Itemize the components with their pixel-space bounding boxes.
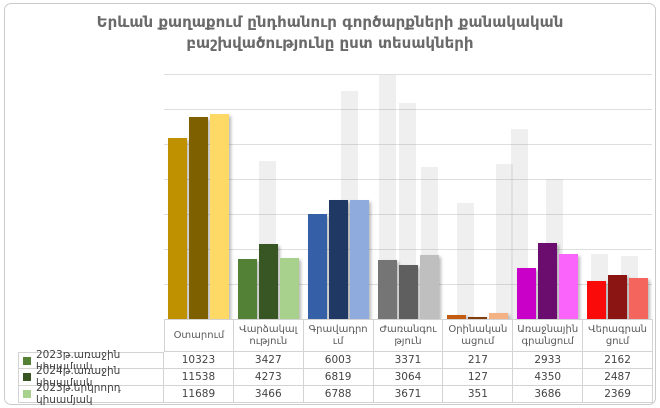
bar-cat4-series2[interactable]: [398, 265, 418, 319]
value-cell-r2-c1: 11538: [164, 369, 234, 386]
value-cell-r1-c1: 10323: [164, 352, 234, 369]
column-header-7: Վերագրանցում: [583, 319, 653, 352]
column-header-2: Վարձակալություն: [233, 319, 304, 352]
bar-cat4-series1[interactable]: [377, 260, 397, 319]
legend-row-2[interactable]: 2024թ.առաջին կիսամյակ: [18, 365, 164, 389]
bar-cat2-series2[interactable]: [259, 244, 279, 319]
column-header-1: Օտարում: [164, 319, 234, 352]
chart-figure: Երևան քաղաքում ընդհանուր գործարքների քան…: [4, 3, 656, 406]
bar-cat3-series2[interactable]: [328, 200, 348, 319]
watermark-bar-3: [379, 75, 396, 319]
column-header-6: Առաջնային գրանցում: [513, 319, 584, 352]
legend-row-3[interactable]: 2023թ.երկրորդ կիսամյակ: [18, 382, 164, 406]
value-cell-r1-c5: 217: [443, 352, 514, 369]
value-cell-r2-c7: 2487: [583, 369, 653, 386]
bar-group-7: [582, 74, 652, 319]
column-header-4: Ժառանգություն: [373, 319, 444, 352]
bar-cat7-series2[interactable]: [607, 275, 627, 319]
bar-cat4-series3[interactable]: [419, 255, 439, 319]
legend-row-1[interactable]: 2023թ.առաջին կիսամյակ: [18, 349, 164, 373]
bar-cat6-series1[interactable]: [516, 268, 536, 319]
bar-cat2-series1[interactable]: [238, 259, 258, 319]
bar-cat5-series2[interactable]: [468, 317, 488, 319]
value-cell-r1-c7: 2162: [583, 352, 653, 369]
bar-cat6-series3[interactable]: [558, 254, 578, 319]
bar-group-1: [164, 74, 234, 319]
value-cell-r3-c5: 351: [443, 386, 514, 403]
bar-group-4: [373, 74, 443, 319]
value-cell-r2-c3: 6819: [303, 369, 374, 386]
value-cell-r1-c4: 3371: [373, 352, 444, 369]
column-header-3: Գրավադրում: [303, 319, 374, 352]
series-swatch-icon: [23, 390, 31, 398]
value-cell-r3-c2: 3466: [233, 386, 304, 403]
series-swatch-icon: [23, 356, 31, 365]
value-cell-r1-c3: 6003: [303, 352, 374, 369]
plot-area: [164, 74, 652, 320]
bar-group-6: [513, 74, 583, 319]
bar-groups: [164, 74, 652, 319]
chart-title: Երևան քաղաքում ընդհանուր գործարքների քան…: [5, 12, 655, 54]
bar-cat5-series3[interactable]: [489, 313, 509, 319]
bar-cat7-series1[interactable]: [586, 281, 606, 319]
bar-group-2: [234, 74, 304, 319]
column-header-5: Օրինականացում: [443, 319, 514, 352]
value-cell-r3-c1: 11689: [164, 386, 234, 403]
bar-cat6-series2[interactable]: [537, 243, 557, 319]
bar-cat5-series1[interactable]: [447, 315, 467, 319]
table-corner: [18, 319, 164, 352]
bar-cat1-series2[interactable]: [189, 117, 209, 319]
value-cell-r1-c6: 2933: [513, 352, 584, 369]
bar-cat3-series1[interactable]: [307, 214, 327, 319]
bar-cat1-series3[interactable]: [210, 114, 230, 319]
bar-group-3: [303, 74, 373, 319]
value-cell-r2-c5: 127: [443, 369, 514, 386]
value-cell-r3-c3: 6788: [303, 386, 374, 403]
value-cell-r2-c6: 4350: [513, 369, 584, 386]
bar-cat2-series3[interactable]: [280, 258, 300, 319]
value-cell-r2-c2: 4273: [233, 369, 304, 386]
bar-group-5: [443, 74, 513, 319]
series-swatch-icon: [23, 373, 31, 381]
value-cell-r3-c4: 3671: [373, 386, 444, 403]
bar-cat7-series3[interactable]: [628, 278, 648, 319]
bar-cat3-series3[interactable]: [349, 200, 369, 319]
bar-cat1-series1[interactable]: [168, 138, 188, 319]
watermark-bar-7: [496, 164, 513, 319]
chart-title-line1: Երևան քաղաքում ընդհանուր գործարքների քան…: [96, 13, 564, 31]
value-cell-r3-c7: 2369: [583, 386, 653, 403]
data-table: Օտարում Վարձակալություն Գրավադրում Ժառանգու…: [18, 319, 653, 406]
value-cell-r2-c4: 3064: [373, 369, 444, 386]
value-cell-r3-c6: 3686: [513, 386, 584, 403]
series-label: 2023թ.երկրորդ կիսամյակ: [36, 382, 121, 406]
watermark-bar-6: [457, 203, 474, 319]
chart-title-line2: բաշխվածությունը ըստ տեսակների: [186, 34, 474, 52]
value-cell-r1-c2: 3427: [233, 352, 304, 369]
